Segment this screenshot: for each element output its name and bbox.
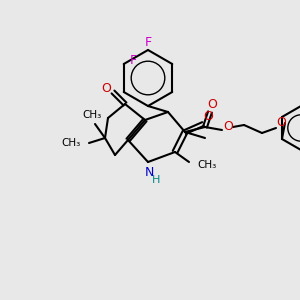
Text: O: O <box>101 82 111 94</box>
Text: H: H <box>152 175 160 185</box>
Text: O: O <box>203 110 213 124</box>
Text: O: O <box>223 121 233 134</box>
Text: CH₃: CH₃ <box>197 160 216 170</box>
Text: CH₃: CH₃ <box>62 138 81 148</box>
Text: O: O <box>276 116 286 130</box>
Text: F: F <box>130 53 137 67</box>
Text: CH₃: CH₃ <box>82 110 102 120</box>
Text: F: F <box>144 35 152 49</box>
Text: N: N <box>144 167 154 179</box>
Text: O: O <box>207 98 217 112</box>
